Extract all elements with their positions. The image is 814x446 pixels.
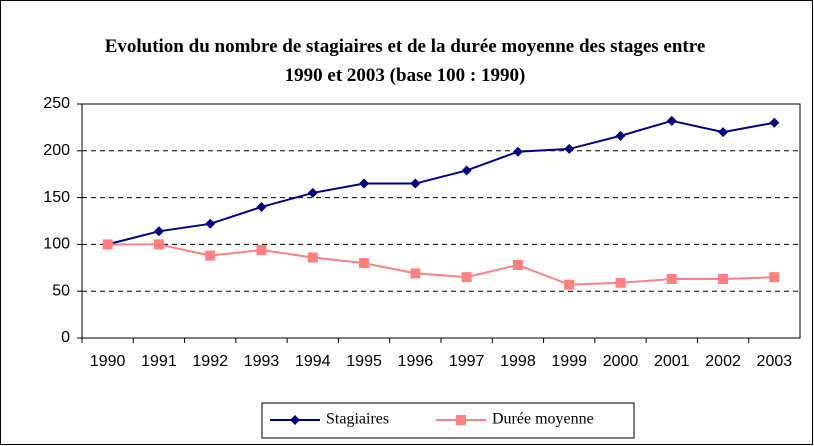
x-tick-label: 1994 [295, 353, 331, 370]
data-point [153, 239, 164, 250]
data-point [205, 218, 216, 229]
data-point [461, 272, 472, 283]
data-point [256, 201, 267, 212]
x-tick-label: 1998 [500, 353, 536, 370]
x-tick-label: 1999 [551, 353, 587, 370]
x-tick-label: 1997 [449, 353, 485, 370]
data-point [769, 117, 780, 128]
data-point [666, 274, 677, 285]
x-tick-label: 1992 [192, 353, 228, 370]
data-point [615, 277, 626, 288]
data-point [410, 178, 421, 189]
data-point [153, 226, 164, 237]
x-tick-label: 2003 [757, 353, 793, 370]
data-point [359, 178, 370, 189]
data-point [359, 258, 370, 269]
data-point [718, 127, 729, 138]
x-tick-label: 1996 [398, 353, 434, 370]
x-tick-label: 1991 [141, 353, 177, 370]
legend-label: Durée moyenne [492, 411, 594, 428]
y-tick-label: 100 [43, 236, 70, 253]
x-tick-label: 1993 [244, 353, 280, 370]
data-point [205, 250, 216, 261]
data-point [512, 259, 523, 270]
data-point [256, 245, 267, 256]
data-point [666, 115, 677, 126]
x-tick-label: 2001 [654, 353, 690, 370]
legend-marker [290, 415, 300, 425]
chart-title: Evolution du nombre de stagiaires et de … [104, 36, 706, 86]
x-tick-label: 2002 [705, 353, 741, 370]
data-point [769, 272, 780, 283]
legend-marker [456, 415, 466, 425]
x-tick-label: 1995 [346, 353, 382, 370]
series-line [107, 243, 775, 286]
data-point [410, 268, 421, 279]
data-point [564, 279, 575, 290]
data-point [564, 143, 575, 154]
legend-label: Stagiaires [326, 411, 389, 428]
x-tick-label: 1990 [90, 353, 126, 370]
data-point [461, 165, 472, 176]
series-line [107, 119, 775, 246]
data-point [718, 274, 729, 285]
data-point [512, 146, 523, 157]
data-point [307, 187, 318, 198]
data-point [307, 252, 318, 263]
data-point [615, 130, 626, 141]
y-tick-label: 200 [43, 142, 70, 159]
x-tick-label: 2000 [603, 353, 639, 370]
data-point [102, 239, 113, 250]
y-tick-label: 50 [52, 282, 70, 299]
y-tick-label: 150 [43, 189, 70, 206]
y-tick-label: 0 [61, 329, 70, 346]
y-tick-label: 250 [43, 95, 70, 112]
